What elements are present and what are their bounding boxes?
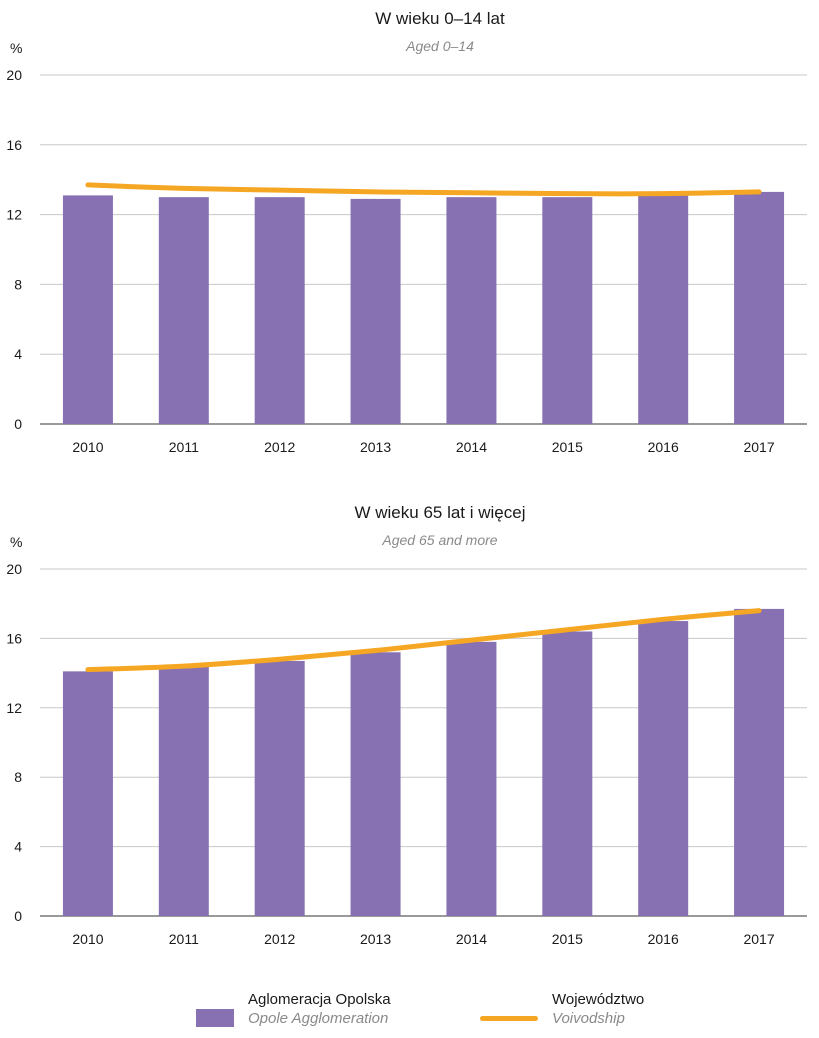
bar-2016 [638,621,689,916]
x-tick-label: 2012 [264,439,295,455]
x-tick-label: 2011 [169,439,199,455]
y-tick-label: 4 [14,346,22,362]
y-tick-label: 4 [14,839,22,855]
bar-2017 [734,608,785,916]
chart-2-bars [62,608,785,916]
chart-2-subtitle: Aged 65 and more [381,532,497,548]
chart-aged-0-14: W wieku 0–14 lat Aged 0–14 % 0 4 8 12 16 20 2… [6,9,807,455]
bar-2012 [254,197,305,424]
legend-text-agglomeration: Aglomeracja Opolska Opole Agglomeration [248,990,391,1028]
chart-1-x-ticks: 2010 2011 2012 2013 2014 2015 2016 2017 [72,439,774,455]
bar-2015 [542,197,593,424]
x-tick-label: 2010 [72,439,103,455]
y-tick-label: 8 [14,769,22,785]
y-tick-label: 16 [6,630,22,646]
x-tick-label: 2011 [169,931,199,947]
legend-text-voivodship: Województwo Voivodship [552,990,644,1028]
bar-2011 [158,666,209,916]
chart-1-subtitle: Aged 0–14 [405,38,474,54]
x-tick-label: 2017 [743,439,774,455]
legend: Aglomeracja Opolska Opole Agglomeration … [0,990,819,1038]
legend-bar-swatch [196,1009,234,1027]
chart-1-title: W wieku 0–14 lat [375,9,505,28]
bar-2017 [734,191,785,424]
x-tick-label: 2013 [360,439,391,455]
bar-2010 [62,195,113,424]
x-tick-label: 2017 [743,931,774,947]
bar-2012 [254,660,305,916]
y-tick-label: 12 [6,207,22,223]
y-tick-label: 16 [6,137,22,153]
chart-2-gridlines [40,568,807,917]
x-tick-label: 2013 [360,931,391,947]
bar-2014 [446,197,497,424]
x-tick-label: 2014 [456,439,487,455]
legend-label-agglomeration: Aglomeracja Opolska [248,991,391,1008]
bar-2010 [62,671,113,916]
bar-2013 [350,198,401,424]
legend-item-voivodship: Województwo Voivodship [480,990,644,1028]
chart-1-voivodship-line [85,182,762,197]
x-tick-label: 2016 [648,931,679,947]
chart-1-gridlines [40,74,807,425]
chart-aged-65-plus: W wieku 65 lat i więcej Aged 65 and more… [6,503,807,947]
chart-2-y-ticks: 0 4 8 12 16 20 [6,561,22,924]
bar-2015 [542,631,593,916]
y-tick-label: 20 [6,561,22,577]
chart-2-voivodship-line [85,608,762,673]
chart-1-bars [62,191,785,424]
bar-2011 [158,197,209,424]
y-tick-label: 0 [14,908,22,924]
legend-sublabel-agglomeration: Opole Agglomeration [248,1010,389,1027]
y-tick-label: 0 [14,416,22,432]
x-tick-label: 2014 [456,931,487,947]
y-tick-label: 8 [14,276,22,292]
x-tick-label: 2015 [552,439,583,455]
legend-item-agglomeration: Aglomeracja Opolska Opole Agglomeration [196,990,391,1028]
chart-2-x-ticks: 2010 2011 2012 2013 2014 2015 2016 2017 [72,931,774,947]
legend-line-swatch [480,1016,538,1021]
chart-1-y-ticks: 0 4 8 12 16 20 [6,67,22,432]
legend-label-voivodship: Województwo [552,991,645,1008]
bar-2016 [638,195,689,424]
y-tick-label: 20 [6,67,22,83]
bar-2013 [350,652,401,916]
chart-1-unit-label: % [10,40,22,56]
x-tick-label: 2012 [264,931,295,947]
legend-sublabel-voivodship: Voivodship [552,1010,625,1027]
charts-canvas: W wieku 0–14 lat Aged 0–14 % 0 4 8 12 16 20 2… [6,9,807,947]
x-tick-label: 2015 [552,931,583,947]
chart-2-unit-label: % [10,534,22,550]
chart-2-title: W wieku 65 lat i więcej [354,503,525,522]
y-tick-label: 12 [6,700,22,716]
x-tick-label: 2016 [648,439,679,455]
x-tick-label: 2010 [72,931,103,947]
bar-2014 [446,641,497,916]
